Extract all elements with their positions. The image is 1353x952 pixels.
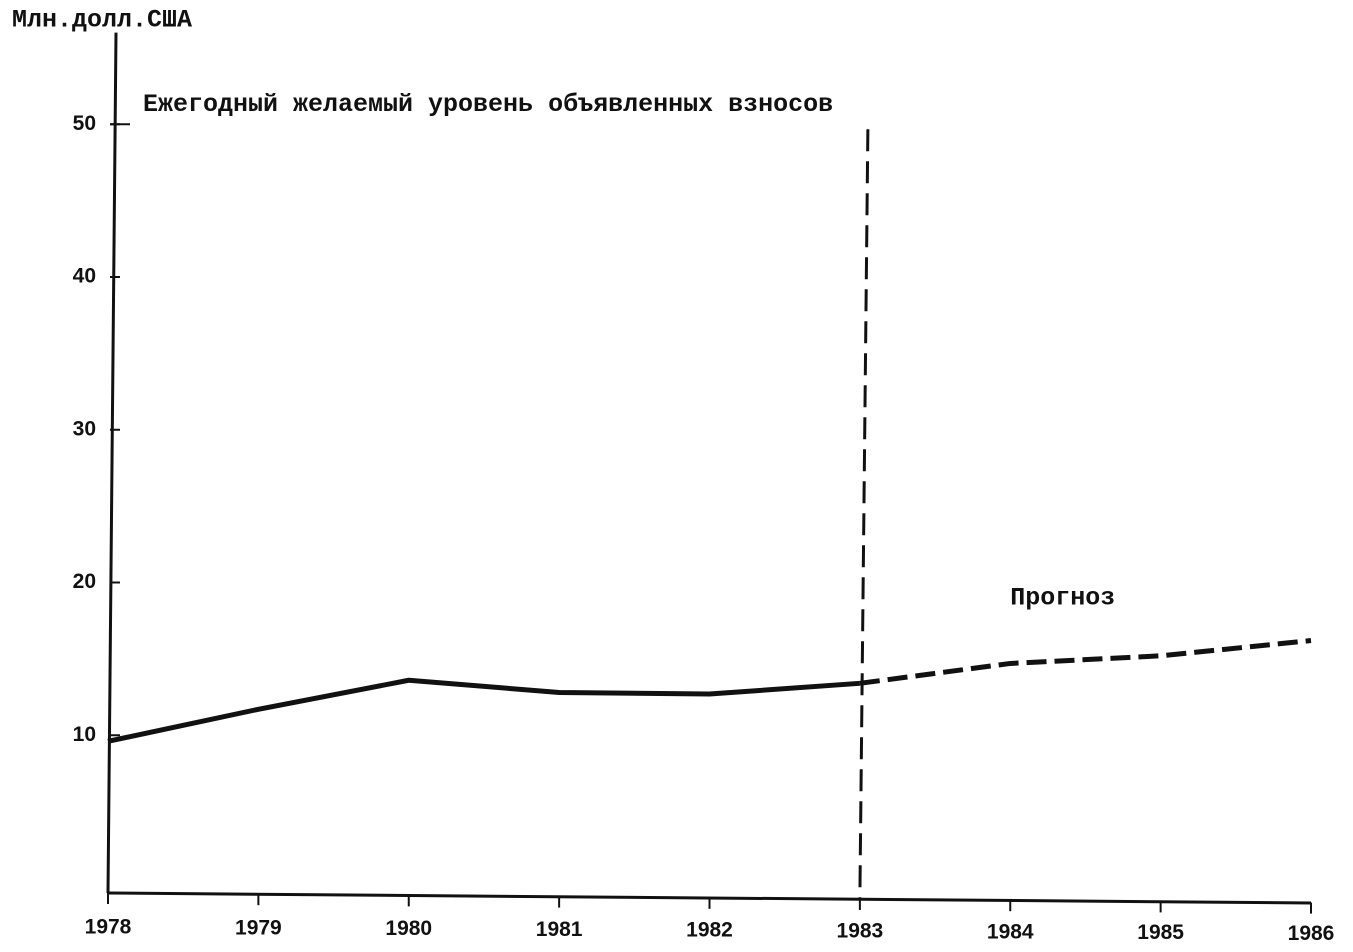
y-axis — [106, 32, 118, 894]
series-line — [859, 638, 1312, 686]
y-tick-label: 10 — [73, 723, 96, 746]
x-tick-label: 1979 — [235, 916, 282, 939]
x-tick-label: 1980 — [385, 917, 432, 940]
divider — [858, 129, 870, 899]
x-tick-label: 1984 — [987, 920, 1034, 943]
x-tick-label: 1978 — [85, 916, 132, 939]
x-tick-label: 1986 — [1288, 922, 1335, 945]
annotation: Ежегодный желаемый уровень объявленных в… — [143, 90, 833, 119]
y-tick-label: 20 — [73, 570, 96, 593]
x-tick-label: 1983 — [837, 920, 884, 943]
x-tick-label: 1985 — [1137, 921, 1184, 944]
y-tick-label: 30 — [73, 417, 96, 440]
series-label: Прогноз — [1010, 583, 1115, 612]
x-tick-label: 1981 — [536, 918, 583, 941]
y-tick-label: 50 — [73, 112, 96, 135]
x-tick-label: 1982 — [686, 919, 733, 942]
y-tick-label: 40 — [73, 265, 96, 288]
series-line — [107, 677, 861, 744]
y-axis-label: Млн.долл.США — [12, 6, 192, 35]
